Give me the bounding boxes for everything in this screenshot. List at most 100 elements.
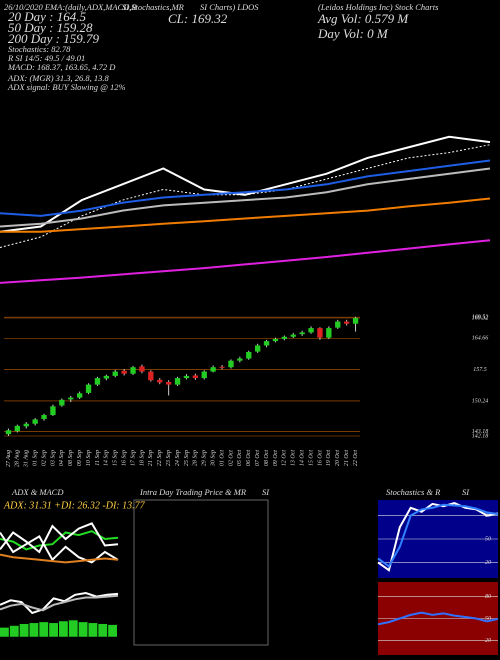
y-tick-label: 142.18 xyxy=(472,432,489,439)
y-tick-label: 50 xyxy=(485,616,491,622)
candle-body xyxy=(228,360,234,368)
candle-body xyxy=(130,367,136,374)
header-title: 26/10/2020 EMA:(daily,ADX,MACD,B xyxy=(4,2,137,12)
line-series xyxy=(377,611,499,626)
x-tick-label: 07 Oct xyxy=(255,450,261,466)
stat-line: R SI 14/5: 49.5 / 49.01 xyxy=(7,53,85,63)
candle-body xyxy=(23,423,29,427)
candle-body xyxy=(299,332,305,335)
candle-body xyxy=(254,345,261,352)
y-tick-label: 143.18 xyxy=(472,428,489,435)
y-tick-label: 157.5 xyxy=(473,367,487,373)
line-series xyxy=(0,522,119,554)
line-series xyxy=(0,530,119,551)
candle-body xyxy=(326,328,332,338)
candle-body xyxy=(290,334,296,337)
avg-volume: Avg Vol: 0.579 M xyxy=(317,11,409,26)
x-tick-label: 14 Sep xyxy=(103,450,110,466)
x-tick-label: 03 Sep xyxy=(50,450,56,466)
x-tick-label: 27 Aug xyxy=(6,450,12,467)
candle-body xyxy=(335,321,341,328)
candle-body xyxy=(201,371,207,379)
y-tick-label: 169.32 xyxy=(472,315,489,321)
bar xyxy=(49,623,58,637)
header-title: SI Charts) LDOS xyxy=(200,2,259,12)
x-tick-label: 02 Sep xyxy=(41,450,47,466)
stat-line: MACD: 168.37, 163.65, 4.72 D xyxy=(7,62,116,72)
x-tick-label: 16 Sep xyxy=(122,450,128,466)
panel-title: Intra Day Trading Price & MR xyxy=(139,487,247,497)
x-tick-label: 12 Oct xyxy=(282,450,288,466)
line-series xyxy=(377,502,499,572)
bar xyxy=(29,623,39,637)
candle-body xyxy=(103,375,110,379)
x-tick-label: 21 Oct xyxy=(344,450,350,466)
close-price: CL: 169.32 xyxy=(168,11,228,26)
x-tick-label: 15 Oct xyxy=(308,450,314,466)
candle-body xyxy=(308,328,314,333)
candle-body xyxy=(148,371,154,381)
bar xyxy=(68,620,78,637)
stat-line: 200 Day : 159.79 xyxy=(8,31,99,46)
candle-body xyxy=(76,393,83,398)
candle-body xyxy=(263,341,270,346)
x-tick-label: 09 Sep xyxy=(77,450,83,466)
x-tick-label: 18 Sep xyxy=(139,450,145,466)
line-series xyxy=(0,531,119,564)
candle-body xyxy=(5,430,12,435)
x-tick-label: 19 Oct xyxy=(326,450,332,466)
x-tick-label: 23 Sep xyxy=(166,450,172,466)
stat-line: ADX: (MGR) 31.3, 26.8, 13.8 xyxy=(7,73,110,83)
candle-body xyxy=(237,358,243,361)
candle-body xyxy=(41,415,47,419)
candle-body xyxy=(317,328,323,338)
x-tick-label: 30 Sep xyxy=(211,450,217,467)
y-tick-label: 50 xyxy=(485,536,491,542)
x-tick-label: 11 Sep xyxy=(95,450,101,466)
x-tick-label: 08 Sep xyxy=(68,450,74,466)
x-tick-label: 13 Oct xyxy=(291,450,297,466)
x-tick-label: 02 Oct xyxy=(228,450,234,466)
panel-title: SI xyxy=(462,487,470,497)
candle-body xyxy=(50,406,56,416)
x-tick-label: 22 Oct xyxy=(353,450,359,466)
panel-title: SI xyxy=(262,487,270,497)
x-tick-label: 05 Oct xyxy=(237,450,243,466)
bar xyxy=(108,624,117,637)
candle-body xyxy=(139,366,145,372)
bar xyxy=(0,627,9,637)
candle-body xyxy=(183,375,190,379)
x-tick-label: 10 Sep xyxy=(86,450,92,466)
line-series xyxy=(0,144,491,248)
candle-body xyxy=(343,321,350,324)
line-series xyxy=(0,135,491,233)
bar xyxy=(59,621,68,637)
header-title: SI,Stochastics,MR xyxy=(122,2,185,12)
line-series xyxy=(377,503,499,568)
y-tick-label: 20 xyxy=(485,560,491,566)
x-tick-label: 28 Sep xyxy=(193,450,199,466)
y-tick-label: 150.24 xyxy=(472,397,489,404)
x-tick-label: 01 Oct xyxy=(219,450,225,466)
y-tick-label: 164.66 xyxy=(472,335,489,342)
y-tick-label: 80 xyxy=(485,594,491,600)
x-tick-label: 06 Oct xyxy=(246,450,252,466)
candle-body xyxy=(157,379,163,383)
x-tick-label: 04 Sep xyxy=(58,450,65,466)
candle-body xyxy=(174,378,181,385)
candle-body xyxy=(68,397,74,400)
candle-body xyxy=(14,425,21,432)
panel-title: ADX & MACD xyxy=(11,487,64,497)
x-tick-label: 20 Oct xyxy=(335,450,341,466)
day-volume: Day Vol: 0 M xyxy=(317,26,389,41)
candle-body xyxy=(352,318,359,324)
x-tick-label: 09 Oct xyxy=(273,450,279,466)
bar xyxy=(39,622,49,637)
bar xyxy=(78,622,88,637)
line-series xyxy=(0,239,491,284)
company-name: (Leidos Holdings Inc) Stock Charts xyxy=(318,2,439,12)
candle-body xyxy=(246,352,252,359)
line-series xyxy=(0,553,119,564)
candle-body xyxy=(272,338,279,342)
